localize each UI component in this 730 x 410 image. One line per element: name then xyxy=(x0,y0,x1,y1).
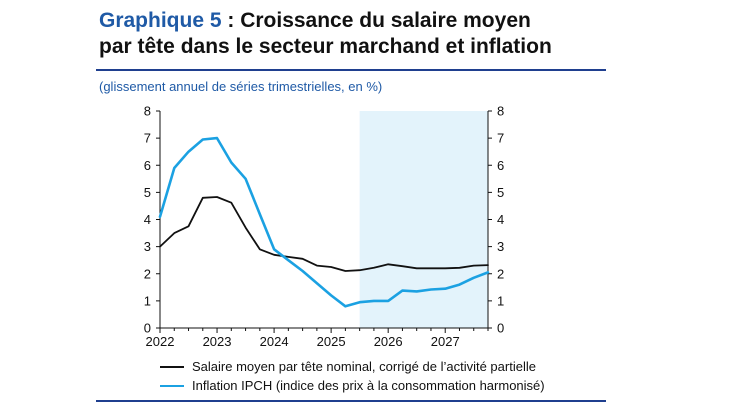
chart-title-number: Graphique 5 xyxy=(99,9,222,32)
y-tick-label-left: 4 xyxy=(144,212,151,227)
y-tick-label-left: 0 xyxy=(144,321,151,336)
legend-swatch-inflation xyxy=(160,384,184,387)
series-line-inflation xyxy=(158,136,490,308)
y-tick-label-left: 3 xyxy=(144,239,151,254)
x-tick-label: 2023 xyxy=(203,334,232,349)
y-tick-label-left: 1 xyxy=(144,293,151,308)
legend-swatch-salary xyxy=(160,365,184,368)
y-tick-label-left: 6 xyxy=(144,158,151,173)
y-tick-label-right: 8 xyxy=(497,104,504,119)
chart-title-text: : Croissance du salaire moyen xyxy=(221,9,531,32)
y-tick-label-right: 0 xyxy=(497,321,504,336)
top-divider xyxy=(96,69,606,71)
x-tick-label: 2022 xyxy=(146,334,175,349)
y-tick-label-left: 7 xyxy=(144,131,151,146)
chart-subtitle: (glissement annuel de séries trimestriel… xyxy=(99,79,383,94)
y-tick-label-right: 4 xyxy=(497,212,504,227)
y-tick-label-left: 5 xyxy=(144,185,151,200)
y-tick-label-right: 7 xyxy=(497,131,504,146)
y-tick-label-right: 3 xyxy=(497,239,504,254)
legend: Salaire moyen par tête nominal, corrigé … xyxy=(160,357,545,395)
y-tick-label-right: 5 xyxy=(497,185,504,200)
legend-label-salary: Salaire moyen par tête nominal, corrigé … xyxy=(192,359,536,374)
legend-label-inflation: Inflation IPCH (indice des prix à la con… xyxy=(192,378,545,393)
y-tick-label-right: 6 xyxy=(497,158,504,173)
chart-title-line2: par tête dans le secteur marchand et inf… xyxy=(99,35,552,58)
x-tick-label: 2027 xyxy=(431,334,460,349)
y-tick-label-left: 8 xyxy=(144,104,151,119)
chart-title: Graphique 5 : Croissance du salaire moye… xyxy=(99,8,619,60)
legend-item-inflation: Inflation IPCH (indice des prix à la con… xyxy=(160,376,545,395)
chart-title-block: Graphique 5 : Croissance du salaire moye… xyxy=(99,8,619,60)
projection-band xyxy=(359,111,488,328)
y-tick-label-right: 2 xyxy=(497,266,504,281)
y-tick-label-right: 1 xyxy=(497,293,504,308)
x-tick-label: 2026 xyxy=(374,334,403,349)
series-line-salary xyxy=(159,196,489,272)
bottom-divider xyxy=(96,400,606,402)
legend-item-salary: Salaire moyen par tête nominal, corrigé … xyxy=(160,357,545,376)
x-tick-label: 2025 xyxy=(317,334,346,349)
y-tick-label-left: 2 xyxy=(144,266,151,281)
x-tick-label: 2024 xyxy=(260,334,289,349)
